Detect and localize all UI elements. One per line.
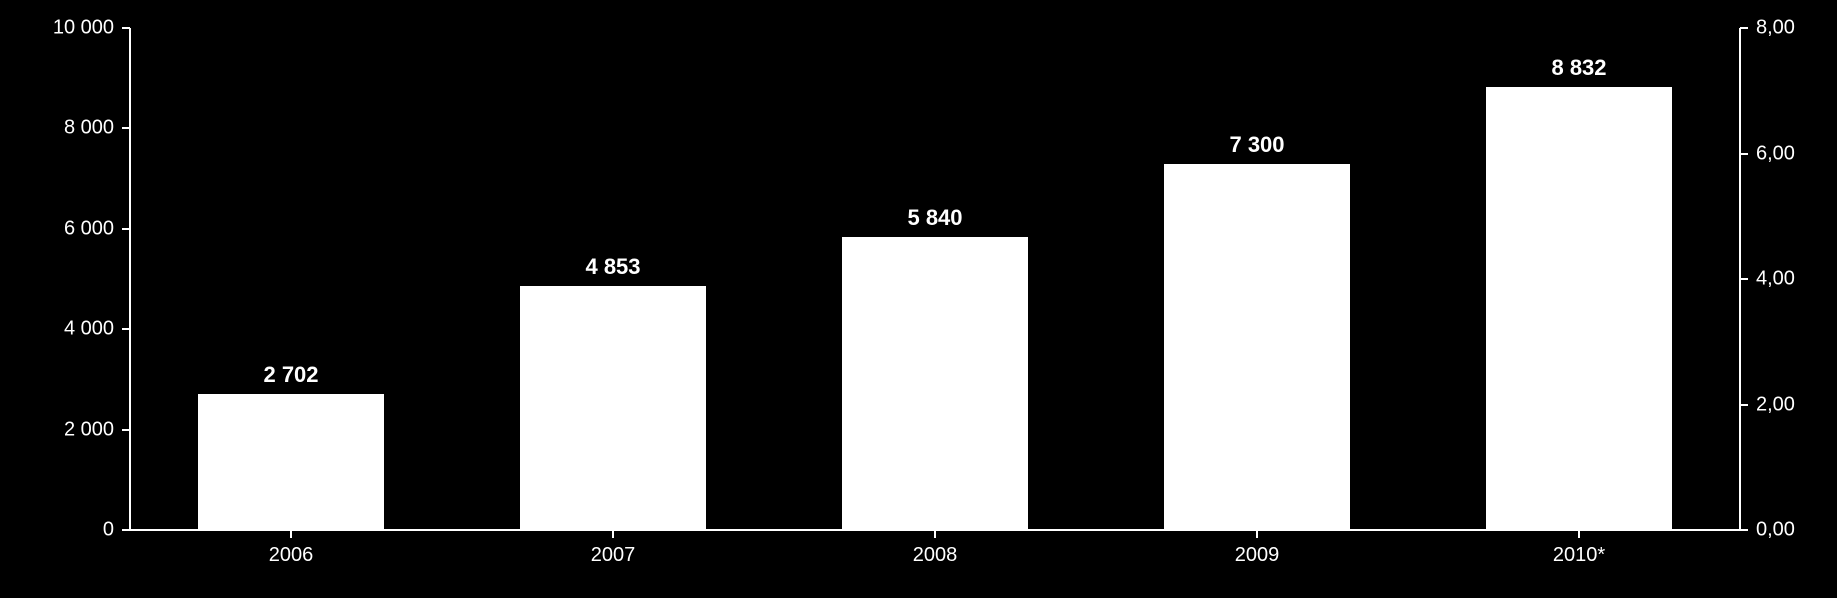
x-axis-category-label: 2010* <box>1553 544 1605 567</box>
y-left-tick <box>122 429 130 431</box>
y-left-tick-label: 0 <box>103 519 114 542</box>
y-left-tick-label: 8 000 <box>64 117 114 140</box>
y-right-tick-label: 6,00 <box>1756 142 1795 165</box>
bar-value-label: 7 300 <box>1229 132 1284 158</box>
bar-chart: 0 2 000 4 000 6 000 8 000 10 000 0,00 2,00 4,00 6… <box>0 0 1837 598</box>
y-right-tick-label: 8,00 <box>1756 17 1795 40</box>
x-axis-category-label: 2007 <box>591 544 636 567</box>
bar-value-label: 8 832 <box>1551 55 1606 81</box>
y-right-tick <box>1740 27 1748 29</box>
y-right-tick-label: 2,00 <box>1756 393 1795 416</box>
y-axis-left-line <box>129 28 131 530</box>
y-left-tick <box>122 328 130 330</box>
x-tick <box>934 530 936 538</box>
bar-value-label: 2 702 <box>263 362 318 388</box>
y-right-tick-label: 0,00 <box>1756 519 1795 542</box>
bar-value-label: 5 840 <box>907 205 962 231</box>
y-left-tick <box>122 127 130 129</box>
bar <box>198 394 385 530</box>
y-left-tick <box>122 27 130 29</box>
x-tick <box>1578 530 1580 538</box>
y-left-tick <box>122 529 130 531</box>
x-axis-category-label: 2008 <box>913 544 958 567</box>
y-left-tick-label: 2 000 <box>64 418 114 441</box>
bar-value-label: 4 853 <box>585 254 640 280</box>
y-right-tick-label: 4,00 <box>1756 268 1795 291</box>
x-axis-category-label: 2009 <box>1235 544 1280 567</box>
y-left-tick-label: 10 000 <box>53 17 114 40</box>
bar <box>520 286 707 530</box>
bar <box>842 237 1029 530</box>
x-axis-category-label: 2006 <box>269 544 314 567</box>
y-right-tick <box>1740 278 1748 280</box>
x-tick <box>1256 530 1258 538</box>
x-tick <box>290 530 292 538</box>
y-left-tick-label: 6 000 <box>64 217 114 240</box>
y-left-tick-label: 4 000 <box>64 318 114 341</box>
y-right-tick <box>1740 153 1748 155</box>
x-tick <box>612 530 614 538</box>
bar <box>1486 87 1673 530</box>
y-right-tick <box>1740 404 1748 406</box>
y-right-tick <box>1740 529 1748 531</box>
bar <box>1164 164 1351 530</box>
y-left-tick <box>122 228 130 230</box>
